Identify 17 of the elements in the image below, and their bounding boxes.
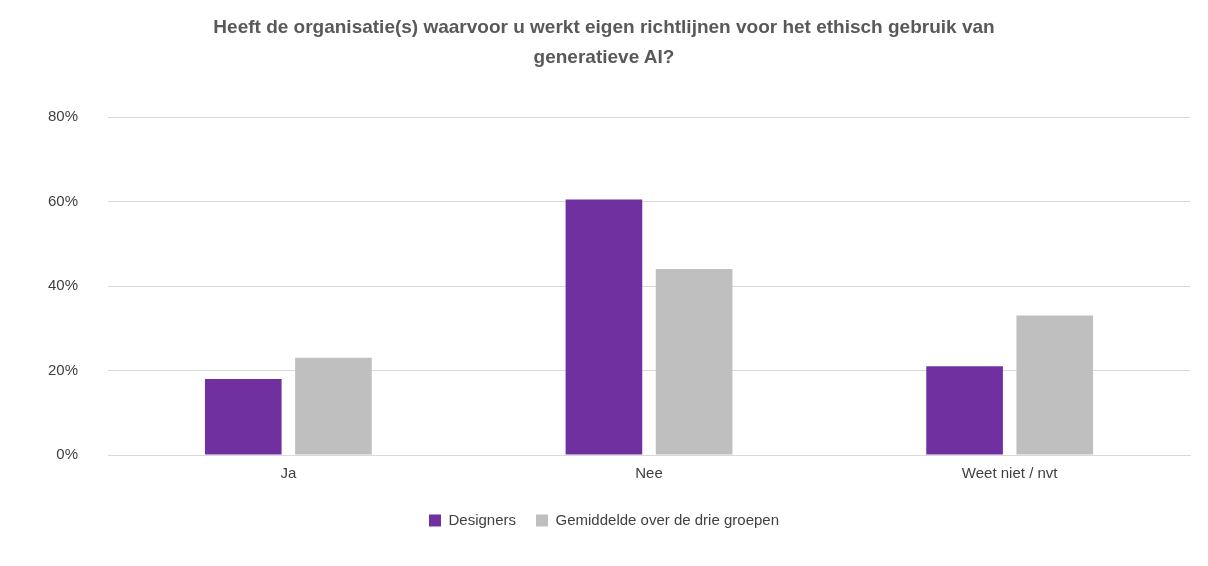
chart-title: Heeft de organisatie(s) waarvoor u werkt eigen richtlijnen voor het ethisch gebruik van generatieve AI? [212, 15, 996, 69]
bar [565, 199, 643, 455]
x-tick-label: Nee [635, 464, 663, 482]
bar [1016, 315, 1094, 455]
y-tick-label: 60% [47, 191, 79, 209]
bar [655, 269, 733, 455]
legend-label: Designers [448, 510, 517, 528]
y-tick-label: 80% [47, 107, 79, 125]
bar [204, 378, 282, 455]
legend-label: Gemiddelde over de drie groepen [555, 510, 780, 528]
y-tick-label: 0% [56, 445, 79, 463]
x-tick-label: Ja [280, 464, 297, 482]
x-tick-label: Weet niet / nvt [961, 464, 1059, 482]
y-tick-label: 20% [47, 360, 79, 378]
y-tick-label: 40% [47, 276, 79, 294]
bar [295, 357, 372, 455]
bar [926, 366, 1003, 455]
